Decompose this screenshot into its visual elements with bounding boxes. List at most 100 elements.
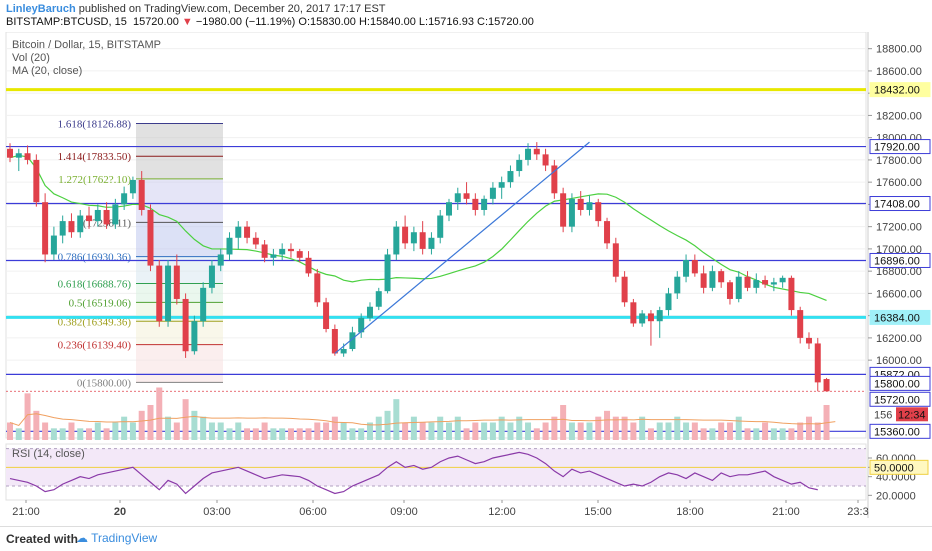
candle-body[interactable] [15, 153, 22, 158]
candle-body[interactable] [568, 198, 575, 227]
candle-body[interactable] [586, 202, 593, 210]
candle-body[interactable] [560, 193, 567, 227]
candle-body[interactable] [121, 193, 128, 205]
candle-body[interactable] [279, 248, 286, 255]
candle-body[interactable] [419, 232, 426, 249]
candle-body[interactable] [577, 198, 584, 210]
candle-body[interactable] [323, 302, 330, 329]
candle-body[interactable] [683, 260, 690, 277]
candle-body[interactable] [454, 193, 461, 203]
candle-body[interactable] [77, 215, 84, 233]
candle-body[interactable] [24, 153, 31, 160]
candle-body[interactable] [331, 328, 338, 354]
candle-body[interactable] [366, 306, 373, 318]
candle-body[interactable] [244, 226, 251, 238]
candle-body[interactable] [630, 302, 637, 324]
candle-body[interactable] [604, 221, 611, 244]
candle-body[interactable] [200, 287, 207, 322]
chart-area[interactable]: 16000.0016200.0016400.0016600.0016800.00… [0, 32, 932, 526]
candle-body[interactable] [393, 226, 400, 255]
candle-body[interactable] [718, 271, 725, 283]
candle-body[interactable] [639, 313, 646, 324]
candle-body[interactable] [735, 276, 742, 299]
candle-body[interactable] [358, 317, 365, 333]
candle-body[interactable] [165, 265, 172, 322]
candle-body[interactable] [814, 343, 821, 383]
candle-body[interactable] [375, 291, 382, 307]
candle-body[interactable] [270, 254, 277, 258]
candle-body[interactable] [647, 313, 654, 322]
trend-line[interactable] [334, 141, 590, 354]
candle-body[interactable] [182, 298, 189, 352]
candle-body[interactable] [551, 165, 558, 194]
candle-body[interactable] [42, 202, 49, 255]
candle-body[interactable] [595, 202, 602, 222]
candle-body[interactable] [208, 265, 215, 288]
candle-body[interactable] [226, 237, 233, 255]
candle-body[interactable] [50, 235, 57, 255]
candle-body[interactable] [94, 209, 101, 222]
candle-body[interactable] [762, 280, 769, 285]
candle-body[interactable] [217, 254, 224, 266]
candle-body[interactable] [349, 332, 356, 350]
candle-body[interactable] [726, 282, 733, 299]
candle-body[interactable] [753, 280, 760, 288]
candle-body[interactable] [191, 321, 198, 352]
candle-body[interactable] [700, 273, 707, 288]
candle-body[interactable] [481, 198, 488, 210]
candle-body[interactable] [33, 159, 40, 203]
candle-body[interactable] [235, 226, 242, 238]
candle-body[interactable] [621, 276, 628, 303]
candle-body[interactable] [525, 148, 532, 160]
candle-body[interactable] [384, 254, 391, 292]
candle-body[interactable] [173, 265, 180, 299]
candle-body[interactable] [674, 276, 681, 294]
candle-body[interactable] [287, 248, 294, 252]
candle-body[interactable] [744, 276, 751, 288]
candle-body[interactable] [665, 293, 672, 311]
candle-body[interactable] [402, 226, 409, 244]
candle-body[interactable] [68, 221, 75, 233]
candle-body[interactable] [489, 187, 496, 199]
candle-body[interactable] [709, 271, 716, 288]
volume-bar [182, 399, 189, 440]
candle-body[interactable] [147, 209, 154, 266]
candle-body[interactable] [129, 179, 136, 194]
candle-body[interactable] [823, 379, 830, 392]
tradingview-logo[interactable]: ☁ TradingView [76, 531, 157, 545]
candle-body[interactable] [770, 282, 777, 285]
candle-body[interactable] [656, 310, 663, 322]
candle-body[interactable] [446, 202, 452, 216]
candle-body[interactable] [252, 237, 259, 245]
candle-body[interactable] [314, 273, 321, 303]
candle-body[interactable] [691, 260, 698, 274]
candle-body[interactable] [103, 209, 110, 225]
candle-body[interactable] [797, 310, 804, 338]
volume-bar [305, 428, 312, 440]
candle-body[interactable] [805, 337, 812, 344]
candle-body[interactable] [340, 349, 347, 354]
candle-body[interactable] [779, 277, 786, 283]
candle-body[interactable] [261, 244, 268, 258]
candle-body[interactable] [305, 257, 312, 274]
candle-body[interactable] [59, 221, 66, 236]
candle-body[interactable] [410, 232, 417, 244]
candle-body[interactable] [516, 159, 523, 172]
candle-body[interactable] [533, 148, 540, 155]
candle-body[interactable] [463, 193, 470, 199]
candle-body[interactable] [7, 148, 13, 158]
candle-body[interactable] [437, 215, 444, 238]
candle-body[interactable] [428, 237, 435, 249]
candle-body[interactable] [498, 182, 505, 188]
candle-body[interactable] [472, 198, 479, 210]
candle-body[interactable] [138, 179, 145, 210]
candle-body[interactable] [612, 243, 619, 277]
candle-body[interactable] [86, 215, 93, 222]
candle-body[interactable] [112, 204, 119, 225]
candle-body[interactable] [542, 154, 549, 166]
candle-body[interactable] [788, 277, 795, 311]
candle-body[interactable] [507, 171, 514, 183]
author-name[interactable]: LinleyBaruch [6, 3, 76, 15]
candle-body[interactable] [156, 265, 163, 322]
candle-body[interactable] [296, 251, 303, 258]
